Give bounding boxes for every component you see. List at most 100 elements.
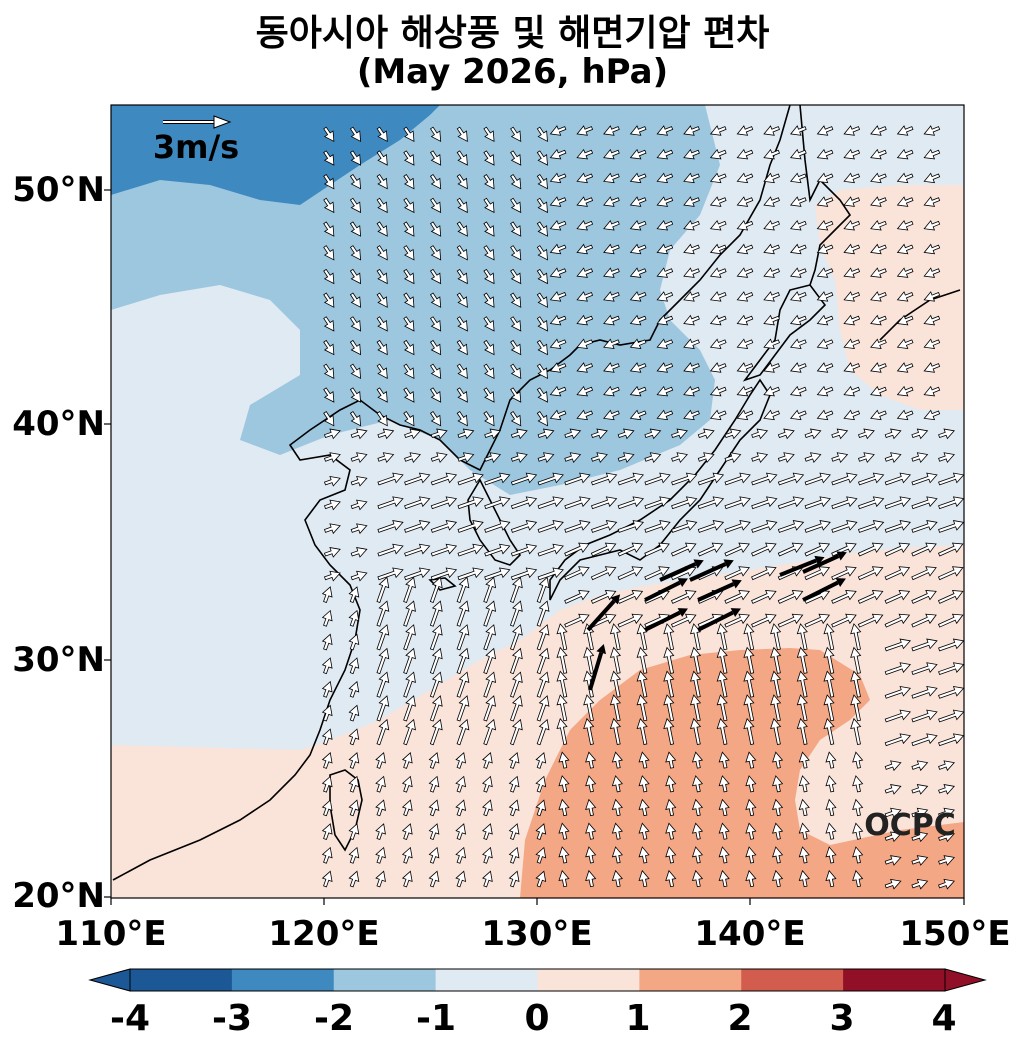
wind-vector: [404, 428, 421, 440]
wind-vector: [376, 268, 388, 285]
wind-vector: [870, 314, 887, 326]
wind-vector: [484, 428, 502, 440]
wind-vector: [743, 694, 755, 722]
wind-vector: [428, 752, 440, 769]
wind-vector: [348, 728, 360, 746]
wind-vector: [789, 409, 807, 421]
wind-vector: [429, 600, 443, 627]
wind-vector: [483, 647, 497, 675]
wind-vector: [617, 520, 645, 533]
wind-vector: [763, 267, 780, 278]
wind-vector: [536, 363, 548, 379]
wind-vector: [770, 717, 782, 745]
wind-vector: [510, 339, 522, 356]
wind-vector: [777, 542, 804, 557]
wind-vector: [724, 520, 751, 533]
wind-vector: [483, 695, 497, 722]
wind-vector: [349, 268, 362, 285]
wind-vector: [857, 472, 885, 486]
wind-vector: [804, 428, 822, 440]
wind-vector: [348, 704, 360, 722]
wind-vector: [558, 775, 570, 793]
wind-vector: [349, 387, 362, 403]
wind-vector: [556, 717, 568, 745]
wind-vector: [911, 831, 929, 843]
wind-vector: [403, 411, 415, 427]
wind-vector: [430, 472, 458, 486]
wind-vector: [683, 409, 700, 421]
wind-vector: [603, 243, 620, 255]
wind-vector: [535, 823, 547, 841]
wind-vector: [376, 718, 390, 746]
wind-vector: [549, 409, 567, 421]
wind-vector: [377, 567, 404, 581]
strong-wind-vector-head: [723, 559, 734, 569]
wind-vector: [429, 576, 443, 604]
wind-vector: [896, 148, 914, 160]
wind-vector: [429, 174, 442, 190]
lon-tick-120e: 120°E: [268, 914, 380, 954]
wind-vector: [724, 542, 750, 557]
wind-vector: [617, 452, 635, 463]
wind-vector: [348, 870, 360, 888]
colorbar-tick: 1: [625, 998, 651, 1039]
lon-tick-150e: 150°E: [899, 914, 1011, 954]
colorbar-cell: [741, 969, 844, 991]
wind-vector: [603, 125, 620, 136]
wind-vector: [789, 243, 807, 255]
wind-vector: [857, 542, 884, 557]
wind-vector: [843, 385, 861, 397]
wind-vector: [857, 566, 884, 581]
wind-vector: [789, 314, 807, 326]
wind-vector: [483, 576, 497, 604]
wind-vector: [455, 799, 467, 817]
wind-vector: [404, 543, 431, 557]
wind-vector: [911, 452, 929, 463]
wind-vector: [603, 291, 620, 302]
wind-vector: [403, 695, 416, 722]
wind-vector: [691, 822, 704, 840]
wind-vector: [763, 196, 780, 207]
wind-vector: [644, 520, 671, 533]
wind-vector: [401, 752, 413, 769]
wind-vector: [349, 174, 362, 190]
wind-vector: [923, 172, 941, 184]
wind-vector: [585, 822, 597, 840]
wind-vector: [537, 452, 555, 463]
wind-vector: [576, 219, 594, 231]
wind-vector: [911, 542, 937, 557]
wind-vector: [629, 409, 647, 421]
wind-vector: [656, 314, 674, 326]
wind-vector: [536, 174, 548, 190]
wind-vector: [816, 338, 834, 350]
wind-vector: [709, 196, 727, 207]
wind-vector: [911, 733, 938, 747]
wind-vector: [603, 385, 620, 397]
wind-vector: [564, 472, 591, 486]
wind-vector: [683, 291, 700, 302]
wind-vector: [870, 243, 887, 255]
wind-vector: [770, 623, 782, 651]
wind-vector: [745, 775, 757, 793]
wind-vector: [796, 646, 808, 674]
wind-vector: [585, 751, 597, 769]
wind-vector: [709, 172, 727, 184]
wind-vector: [376, 363, 388, 379]
wind-vector: [535, 775, 547, 793]
colorbar-tick: -4: [110, 998, 150, 1039]
wind-vector: [457, 472, 484, 486]
wind-vector: [923, 409, 941, 421]
wind-vector: [377, 543, 404, 557]
wind-vector: [323, 499, 341, 511]
wind-vector: [321, 775, 333, 793]
wind-vector: [816, 314, 834, 326]
wind-vector: [884, 831, 902, 843]
wind-vector: [638, 846, 650, 864]
wind-vector: [536, 624, 550, 651]
wind-vector: [629, 291, 647, 302]
wind-vector: [745, 798, 757, 817]
wind-vector: [323, 292, 335, 308]
wind-vector: [629, 267, 647, 278]
wind-vector: [770, 694, 782, 722]
wind-vector: [456, 245, 468, 261]
